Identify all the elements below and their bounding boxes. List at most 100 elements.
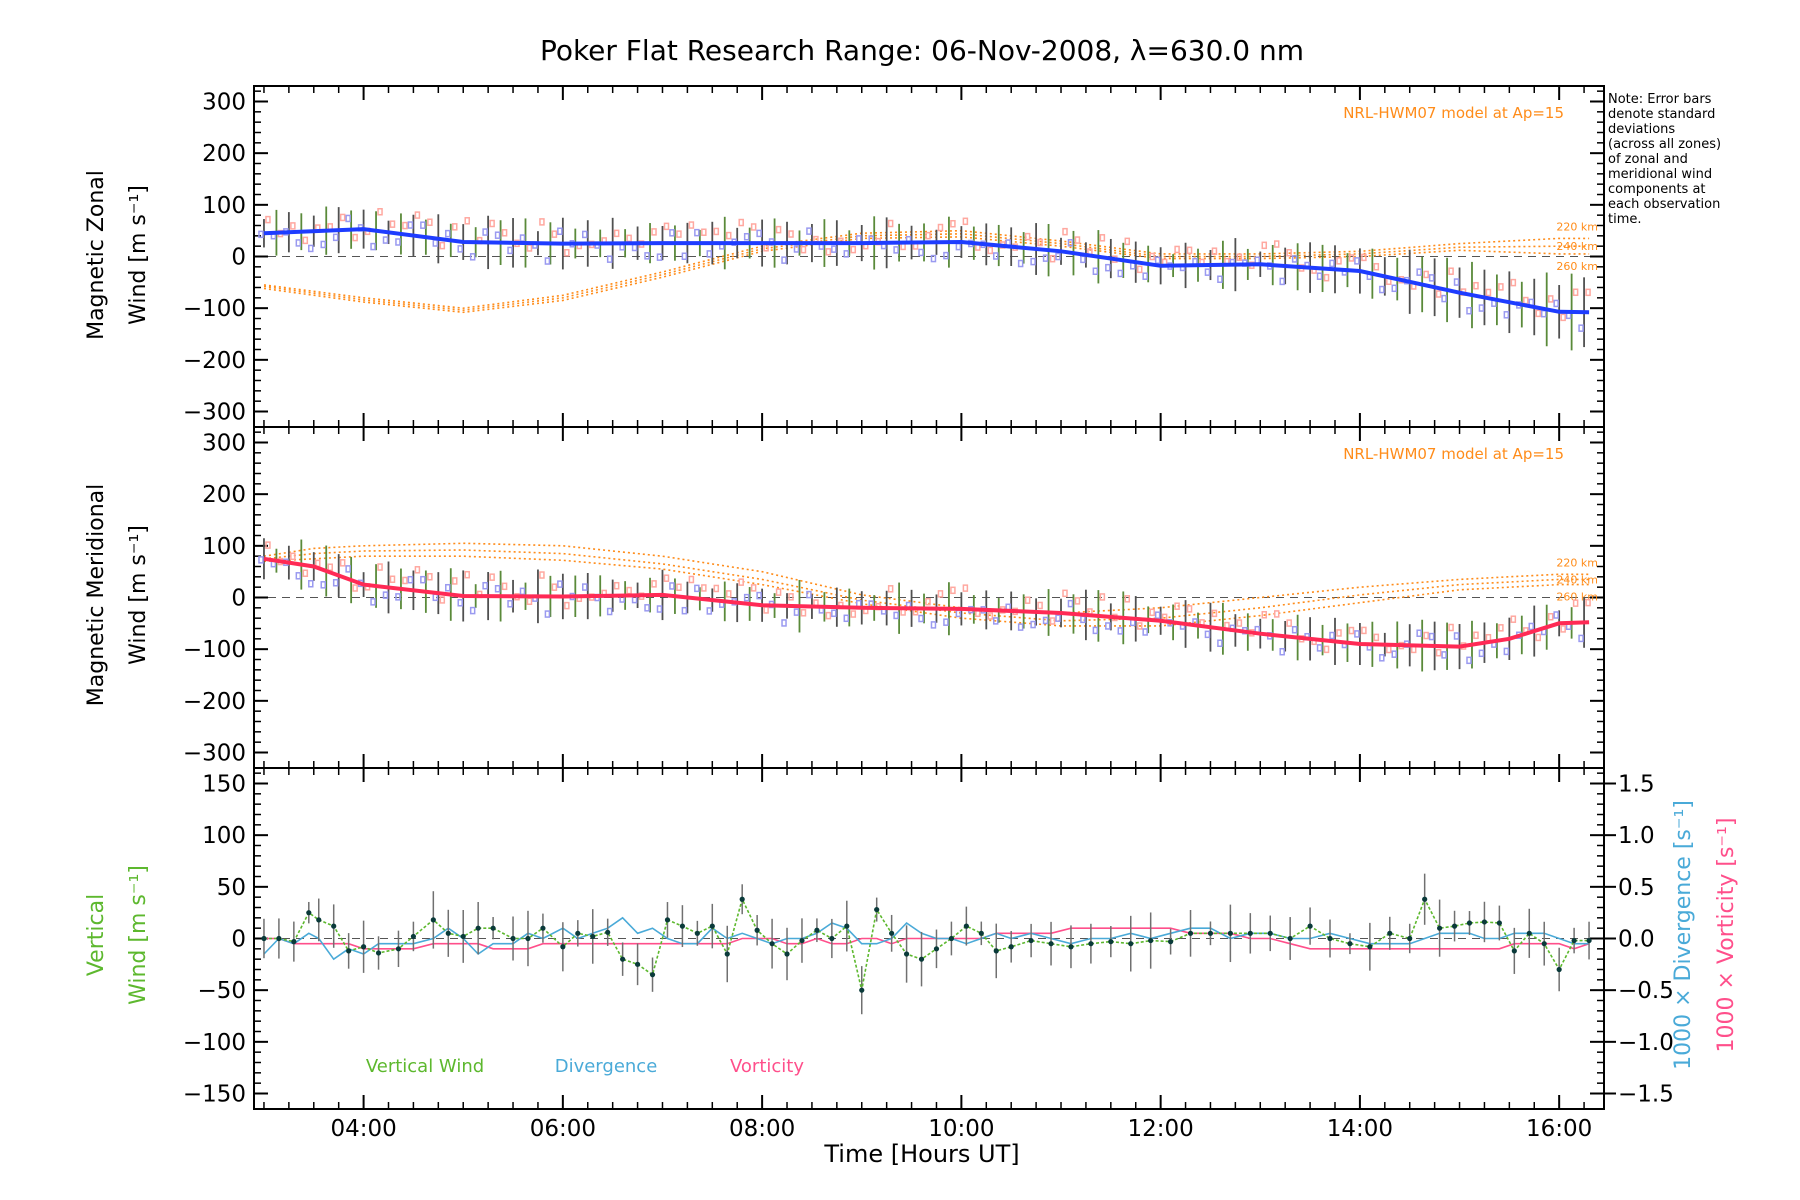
vertical-wind-point bbox=[430, 917, 436, 923]
y2-tick-label: 0.5 bbox=[1618, 875, 1655, 901]
vertical-wind-point bbox=[889, 930, 895, 936]
zone-marker bbox=[681, 606, 688, 615]
zone-marker bbox=[1547, 295, 1554, 303]
zone-marker bbox=[1336, 629, 1342, 637]
zone-marker bbox=[544, 610, 551, 618]
zone-marker bbox=[1291, 255, 1298, 263]
vertical-wind-point bbox=[261, 935, 267, 942]
zone-marker bbox=[1186, 246, 1193, 255]
zone-marker bbox=[1373, 633, 1380, 642]
vertical-wind-point bbox=[1148, 937, 1154, 944]
vertical-wind-point bbox=[575, 930, 581, 936]
zone-marker bbox=[1286, 619, 1292, 627]
y-tick-label: −200 bbox=[183, 348, 246, 374]
zone-marker bbox=[1105, 622, 1111, 630]
meridional-ylabel-units: Wind [m s⁻¹] bbox=[126, 525, 151, 665]
zone-marker bbox=[407, 575, 414, 584]
zone-marker bbox=[788, 593, 794, 601]
legend-entry: Vertical Wind bbox=[366, 1056, 484, 1077]
note-line: Note: Error bars bbox=[1608, 92, 1712, 107]
zone-marker bbox=[987, 246, 994, 255]
vertical-wind-point bbox=[1387, 930, 1393, 936]
zone-marker bbox=[606, 255, 613, 263]
zone-marker bbox=[1186, 605, 1193, 613]
zone-marker bbox=[1428, 632, 1435, 641]
vertical-wind-point bbox=[754, 927, 760, 933]
vertical-wind-point bbox=[1481, 919, 1488, 925]
zone-marker bbox=[1560, 625, 1566, 633]
zone-marker bbox=[1535, 309, 1542, 318]
y2-tick-label: 1.5 bbox=[1618, 772, 1655, 798]
vertical-wind-point bbox=[664, 917, 671, 923]
zone-marker bbox=[1149, 608, 1155, 617]
zone-marker bbox=[1099, 593, 1106, 601]
zone-marker bbox=[962, 584, 969, 592]
zone-marker bbox=[918, 614, 924, 623]
divergence-line bbox=[263, 916, 1590, 961]
vorticity-y2label: 1000 × Vorticity [s⁻¹] bbox=[1714, 818, 1739, 1053]
zone-marker bbox=[1379, 654, 1385, 662]
zone-marker bbox=[1473, 631, 1479, 640]
zone-marker bbox=[302, 236, 309, 245]
zone-marker bbox=[706, 607, 713, 615]
zone-marker bbox=[1441, 294, 1447, 303]
zone-marker bbox=[1142, 272, 1148, 280]
zone-marker bbox=[427, 218, 433, 226]
zone-marker bbox=[464, 570, 470, 579]
zone-marker bbox=[1154, 611, 1161, 619]
vertical-wind-point bbox=[918, 956, 925, 962]
zone-marker bbox=[943, 618, 949, 626]
zone-marker bbox=[1279, 647, 1285, 656]
zone-marker bbox=[669, 582, 675, 590]
zone-marker bbox=[1037, 601, 1043, 610]
zone-marker bbox=[1174, 602, 1180, 610]
vertical-wind-point bbox=[963, 923, 969, 929]
zone-marker bbox=[427, 572, 433, 581]
zone-marker bbox=[339, 559, 346, 567]
zone-marker bbox=[1017, 623, 1024, 631]
zone-marker bbox=[469, 253, 476, 261]
zone-marker bbox=[887, 585, 894, 593]
zone-marker bbox=[345, 565, 351, 573]
y-tick-label: −100 bbox=[183, 637, 246, 663]
y-tick-label: 50 bbox=[217, 875, 246, 901]
zone-marker bbox=[1149, 252, 1155, 261]
zone-marker bbox=[389, 575, 396, 584]
zone-marker bbox=[1336, 257, 1342, 265]
vertical-wind-point bbox=[724, 951, 730, 957]
vertical-wind-point bbox=[1422, 896, 1428, 902]
zone-marker bbox=[950, 219, 956, 228]
vertical-wind-point bbox=[1068, 944, 1074, 950]
vertical-wind-point bbox=[1307, 923, 1313, 929]
x-tick-label: 08:00 bbox=[729, 1116, 795, 1142]
zone-marker bbox=[1473, 281, 1479, 290]
zone-marker bbox=[582, 230, 588, 239]
vertical-wind-point bbox=[1451, 923, 1458, 929]
vertical-wind-point bbox=[331, 923, 337, 929]
zone-marker bbox=[831, 609, 837, 618]
zone-marker bbox=[793, 608, 800, 616]
zone-marker bbox=[713, 584, 720, 593]
zone-marker bbox=[651, 228, 657, 236]
zone-marker bbox=[726, 590, 732, 598]
zone-marker bbox=[1092, 626, 1099, 635]
zone-marker bbox=[564, 601, 570, 610]
zone-marker bbox=[1373, 262, 1380, 271]
vertical-wind-point bbox=[1327, 935, 1333, 942]
zone-marker bbox=[1379, 285, 1385, 294]
zone-marker bbox=[1316, 272, 1323, 280]
zone-marker bbox=[850, 610, 857, 618]
divergence-y2label: 1000 × Divergence [s⁻¹] bbox=[1671, 800, 1696, 1070]
zone-marker bbox=[1291, 625, 1298, 634]
zone-marker bbox=[793, 245, 800, 253]
y-tick-label: 150 bbox=[202, 772, 246, 798]
y-tick-label: 0 bbox=[231, 586, 246, 612]
vertical-wind-point bbox=[475, 925, 481, 931]
zone-marker bbox=[1528, 622, 1535, 631]
x-tick-label: 16:00 bbox=[1526, 1116, 1592, 1142]
zone-marker bbox=[1217, 275, 1223, 283]
zone-marker bbox=[1024, 596, 1031, 604]
zone-marker bbox=[706, 250, 713, 258]
zone-marker bbox=[265, 541, 271, 549]
zone-marker bbox=[1080, 255, 1086, 264]
